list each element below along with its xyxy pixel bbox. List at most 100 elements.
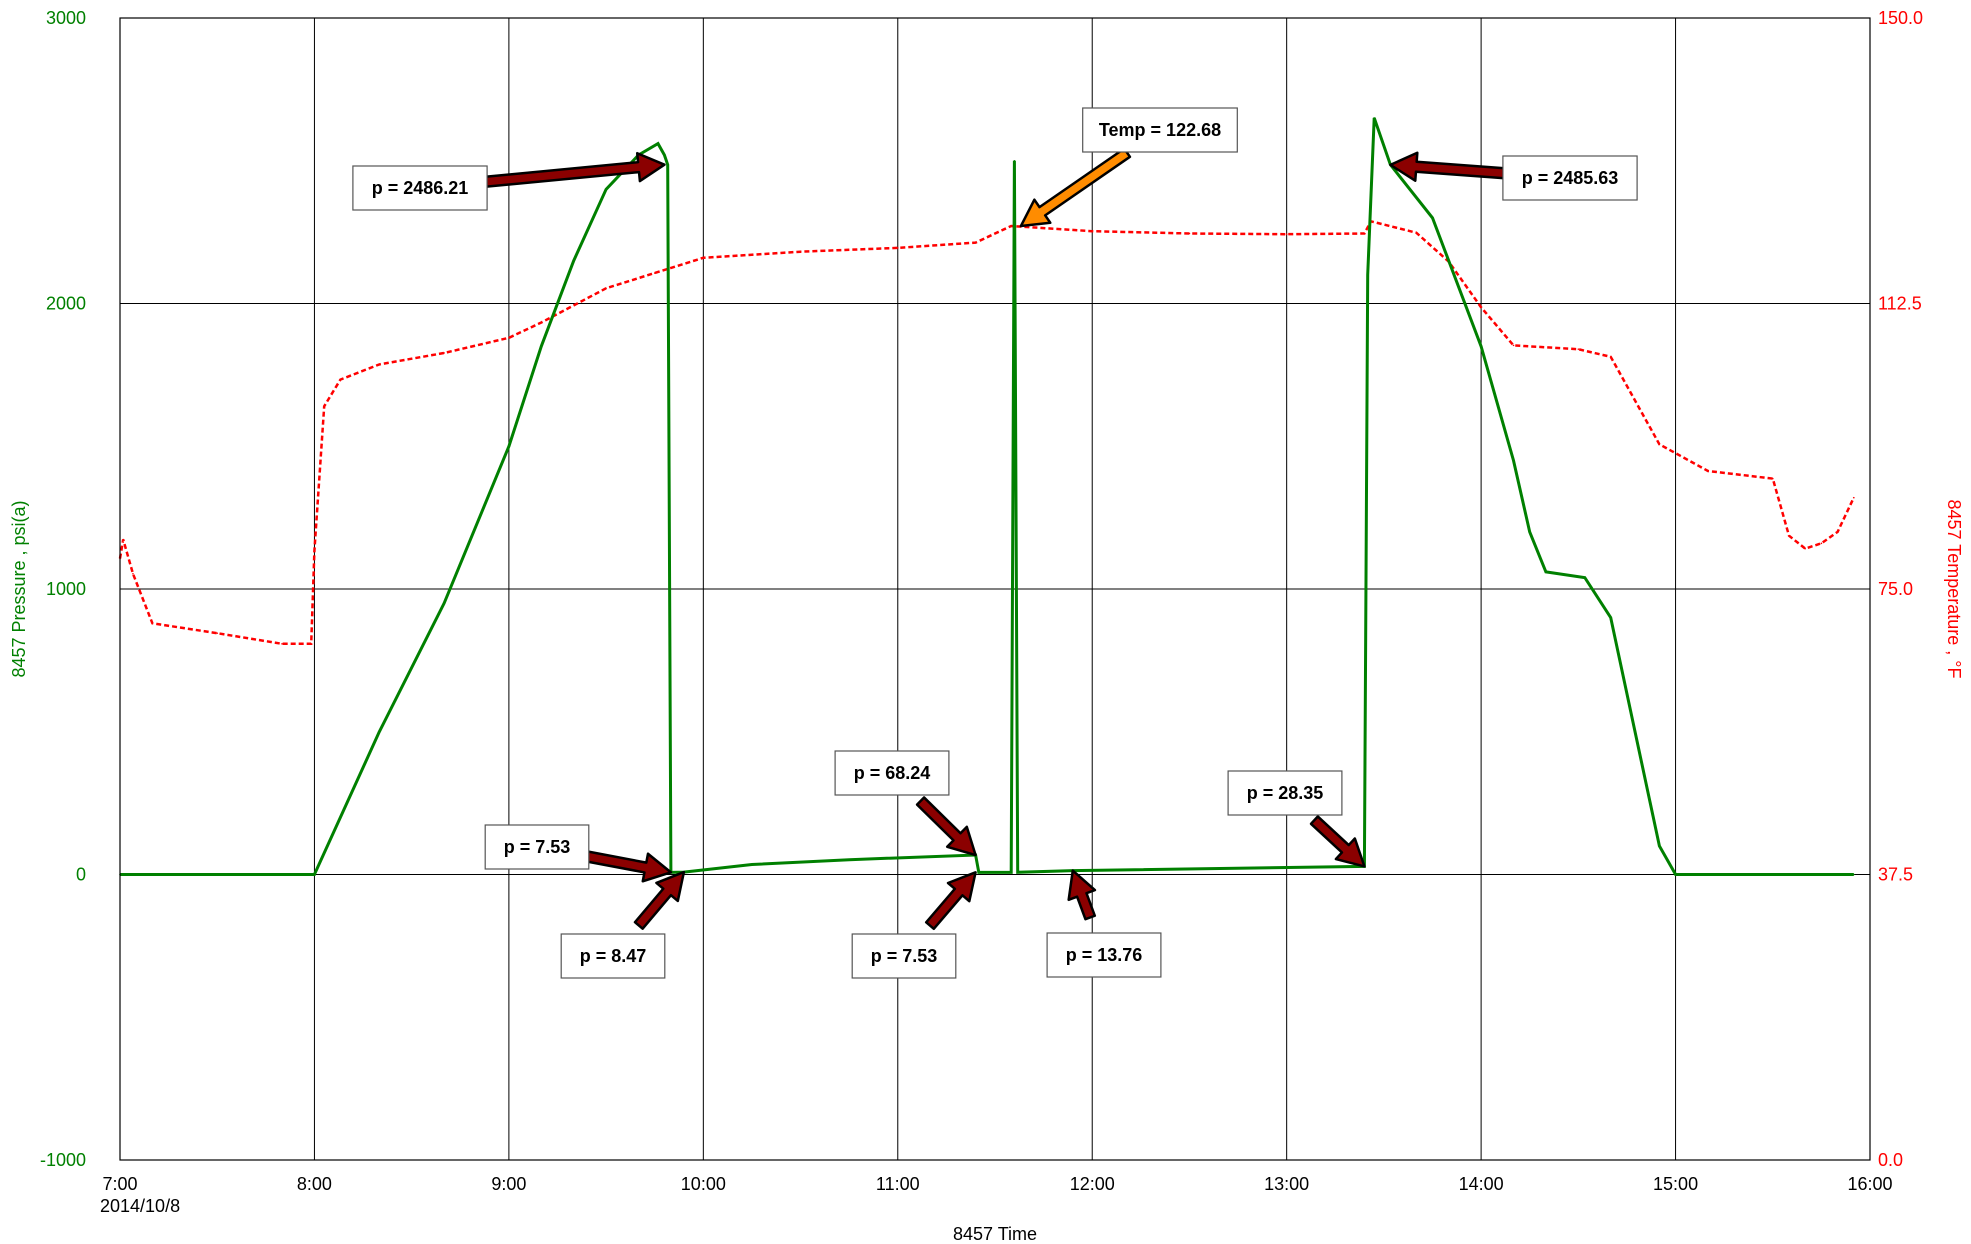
- annotation-box: [1046, 932, 1162, 978]
- temperature-point: [1658, 443, 1661, 446]
- x-tick-label: 15:00: [1653, 1174, 1698, 1194]
- annotations: p = 2486.21 Temp = 122.68 p = 2485.63 p = 7…: [352, 107, 1638, 979]
- annotation-box: [352, 165, 488, 211]
- temperature-point: [1480, 306, 1482, 309]
- temperature-point: [974, 241, 977, 244]
- pressure-point: [666, 163, 669, 166]
- temperature-point: [323, 405, 325, 408]
- x-tick-label: 13:00: [1264, 1174, 1309, 1194]
- pressure-point: [1545, 571, 1547, 573]
- pressure-point: [977, 871, 980, 874]
- annotation-arrow: [1019, 147, 1132, 228]
- right-tick-label: 112.5: [1878, 294, 1922, 314]
- x-tick-label: 11:00: [876, 1174, 920, 1194]
- pressure-point: [751, 863, 753, 866]
- left-tick-label: 2000: [46, 294, 86, 314]
- left-tick-label: -1000: [40, 1150, 86, 1170]
- pressure-point: [1010, 871, 1013, 874]
- temperature-point: [216, 632, 219, 634]
- pressure-point: [605, 188, 607, 191]
- annotation-label: p = 2485.63: [1522, 168, 1619, 188]
- pressure-point: [378, 730, 381, 733]
- annotation-box: [560, 933, 666, 979]
- temperature-point: [1788, 534, 1790, 537]
- temperature-point: [1609, 355, 1612, 358]
- pressure-point: [313, 873, 316, 876]
- annotation-label: p = 2486.21: [372, 178, 469, 198]
- temperature-point: [799, 250, 802, 253]
- pressure-series: [119, 117, 1855, 876]
- x-tick-label: 7:00: [102, 1174, 137, 1194]
- annotation-label: p = 13.76: [1066, 945, 1143, 965]
- temperature-point: [508, 336, 510, 339]
- annotation-box: [834, 750, 950, 796]
- x-tick-label: 10:00: [681, 1174, 726, 1194]
- temperature-point: [443, 352, 445, 354]
- pressure-point: [1431, 217, 1434, 219]
- temperature-point: [896, 247, 899, 249]
- temperature-point: [378, 363, 381, 366]
- annotation-box: [1227, 770, 1343, 816]
- pressure-point: [1528, 531, 1531, 533]
- temperature-point: [1852, 496, 1855, 499]
- pressure-point: [508, 445, 510, 448]
- annotation-callout: Temp = 122.68: [1019, 107, 1238, 228]
- pressure-point: [1366, 274, 1369, 276]
- x-tick-label: 12:00: [1070, 1174, 1115, 1194]
- right-tick-label: 37.5: [1878, 865, 1913, 885]
- annotation-callout: p = 28.35: [1227, 770, 1366, 868]
- pressure-point: [1512, 459, 1515, 462]
- right-tick-label: 150.0: [1878, 8, 1923, 28]
- temperature-point: [132, 572, 134, 575]
- annotation-box: [1502, 155, 1638, 201]
- temperature-point: [540, 321, 543, 324]
- pressure-point: [657, 142, 659, 145]
- pressure-point: [1480, 345, 1482, 348]
- temperature-point: [605, 287, 607, 290]
- left-tick-label: 0: [76, 865, 86, 885]
- pressure-line: [120, 117, 1854, 876]
- annotation-callout: p = 2486.21: [352, 151, 666, 211]
- temperature-point: [653, 272, 656, 274]
- annotation-callout: p = 8.47: [560, 870, 686, 979]
- annotation-arrow: [1309, 815, 1366, 868]
- pressure-point: [1674, 873, 1677, 876]
- right-tick-label: 0.0: [1878, 1150, 1903, 1170]
- right-axis-ticks: 0.0 37.5 75.0 112.5 150.0: [1878, 8, 1923, 1170]
- annotation-callout: p = 7.53: [484, 824, 673, 883]
- pressure-point: [1013, 159, 1016, 162]
- pressure-point: [540, 345, 543, 348]
- temperature-point: [1707, 470, 1709, 472]
- temperature-point: [1415, 231, 1418, 234]
- annotation-label: p = 7.53: [504, 837, 571, 857]
- x-axis-date-label: 2014/10/8: [100, 1196, 180, 1216]
- x-tick-label: 9:00: [491, 1174, 526, 1194]
- temperature-point: [122, 538, 125, 541]
- temperature-point: [1820, 542, 1823, 545]
- annotation-arrow: [458, 151, 666, 191]
- temperature-point: [1577, 348, 1580, 350]
- annotation-label: Temp = 122.68: [1099, 120, 1221, 140]
- left-tick-label: 3000: [46, 8, 86, 28]
- pressure-point: [663, 154, 666, 156]
- annotation-box: [484, 824, 590, 870]
- annotation-label: p = 28.35: [1247, 783, 1324, 803]
- pressure-point: [572, 259, 575, 262]
- x-axis-title: 8457 Time: [953, 1224, 1037, 1244]
- pressure-point: [1584, 576, 1586, 579]
- temperature-point: [1512, 344, 1515, 347]
- annotation-box: [1082, 107, 1238, 153]
- pressure-point: [1852, 873, 1855, 876]
- temperature-point: [702, 257, 705, 259]
- annotation-callout: p = 13.76: [1046, 869, 1162, 978]
- right-tick-label: 75.0: [1878, 579, 1913, 599]
- temperature-point: [1836, 531, 1839, 533]
- annotation-label: p = 8.47: [580, 946, 647, 966]
- temperature-point: [313, 550, 316, 552]
- left-axis-title: 8457 Pressure , psi(a): [9, 500, 29, 677]
- temperature-series: [118, 219, 1855, 646]
- temperature-point: [151, 622, 154, 625]
- plot-frame: [119, 17, 1871, 1161]
- left-tick-label: 1000: [46, 579, 86, 599]
